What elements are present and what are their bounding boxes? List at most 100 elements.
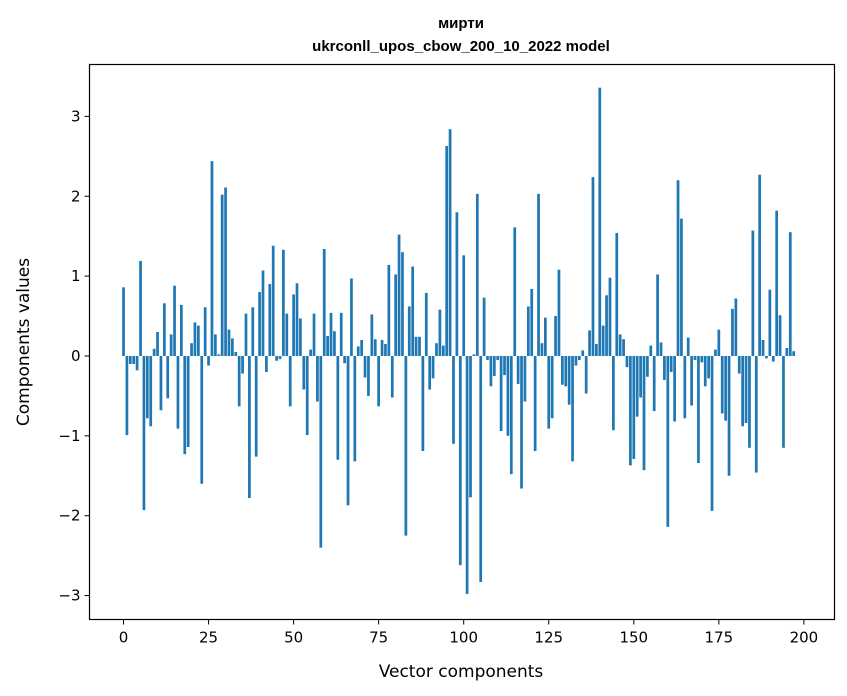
bar-component-139	[595, 344, 598, 356]
y-tick-label: 1	[71, 267, 81, 285]
bar-component-104	[475, 193, 479, 356]
bar-component-76	[380, 340, 384, 356]
y-tick-label: −3	[58, 587, 80, 605]
bar-component-162	[673, 355, 676, 422]
chart-title-line2: ukrconll_upos_cbow_200_10_2022 model	[312, 38, 610, 55]
bar-component-185	[751, 230, 755, 356]
bar-component-138	[591, 177, 595, 356]
bar-component-83	[404, 355, 408, 536]
bar-component-18	[183, 355, 187, 455]
bar-component-145	[615, 233, 619, 356]
bar-component-117	[520, 355, 523, 489]
bar-component-88	[421, 355, 425, 451]
x-tick-label: 200	[790, 629, 819, 647]
bar-component-38	[251, 307, 255, 356]
bar-component-46	[278, 355, 282, 360]
bar-component-135	[581, 350, 585, 356]
bar-component-195	[785, 347, 789, 356]
bar-component-55	[309, 349, 312, 356]
bar-component-194	[782, 355, 785, 448]
bar-component-103	[472, 354, 476, 356]
bar-component-96	[448, 129, 452, 356]
bar-component-189	[765, 355, 768, 359]
bar-component-87	[418, 336, 421, 356]
bar-component-116	[516, 355, 520, 384]
bar-component-45	[275, 355, 278, 361]
bar-component-159	[663, 355, 666, 380]
bar-component-120	[530, 288, 534, 356]
bar-component-146	[618, 334, 622, 356]
bar-component-157	[656, 274, 659, 356]
bar-component-151	[635, 355, 639, 417]
bar-component-52	[299, 318, 302, 356]
bar-component-72	[367, 355, 370, 396]
bar-component-176	[720, 355, 724, 414]
bar-component-134	[578, 355, 581, 360]
bar-component-91	[431, 355, 435, 379]
bar-component-173	[710, 355, 714, 511]
bar-component-180	[734, 298, 738, 356]
bar-component-171	[703, 355, 707, 387]
bar-component-132	[571, 355, 574, 462]
bar-component-7	[145, 355, 149, 419]
bar-component-11	[159, 355, 163, 411]
bar-component-33	[234, 351, 238, 356]
bar-component-187	[758, 174, 762, 356]
bar-component-158	[659, 342, 663, 356]
bar-component-179	[731, 308, 734, 356]
bar-component-68	[353, 355, 357, 462]
bar-component-128	[557, 269, 561, 356]
bar-component-125	[547, 355, 551, 429]
bar-component-61	[329, 312, 333, 356]
bar-component-92	[435, 343, 438, 356]
bar-component-90	[428, 355, 432, 390]
bar-component-147	[622, 339, 625, 356]
bar-component-174	[714, 349, 717, 356]
bar-component-170	[700, 355, 704, 363]
bar-component-129	[560, 355, 564, 385]
bar-component-25	[207, 355, 210, 366]
bar-component-196	[788, 232, 792, 356]
bar-component-184	[748, 355, 751, 448]
bar-component-42	[265, 355, 268, 372]
bar-component-118	[523, 355, 527, 402]
bar-component-100	[462, 255, 466, 356]
bar-component-106	[482, 297, 486, 356]
bar-component-167	[690, 355, 693, 406]
bar-component-57	[316, 355, 319, 402]
bar-component-107	[486, 355, 489, 360]
bar-component-126	[550, 355, 554, 419]
bar-component-73	[370, 314, 374, 356]
bar-component-40	[258, 292, 261, 356]
x-tick-label: 175	[705, 629, 734, 647]
bar-component-105	[479, 355, 483, 582]
bar-component-49	[288, 355, 292, 407]
bar-component-99	[458, 355, 462, 566]
bar-component-181	[737, 355, 741, 374]
bar-component-2	[128, 355, 132, 364]
bar-component-137	[588, 330, 591, 356]
bar-component-164	[680, 218, 683, 356]
bar-component-43	[268, 284, 272, 356]
bar-component-102	[469, 355, 472, 498]
bar-component-78	[387, 264, 391, 356]
bar-component-86	[414, 336, 418, 356]
bar-component-191	[771, 355, 775, 362]
bar-component-182	[741, 355, 745, 427]
bar-component-123	[540, 343, 544, 356]
bar-component-58	[319, 355, 323, 548]
x-tick-label: 25	[199, 629, 218, 647]
bar-component-172	[707, 355, 710, 379]
bar-component-70	[360, 340, 364, 356]
bar-component-32	[231, 338, 234, 356]
bar-component-22	[197, 325, 200, 356]
bar-component-165	[683, 355, 687, 419]
bar-component-130	[564, 355, 568, 387]
bar-component-17	[179, 304, 183, 356]
bar-component-186	[754, 355, 758, 473]
bar-component-6	[142, 355, 146, 511]
bar-component-93	[438, 309, 442, 356]
bar-component-63	[336, 355, 340, 460]
bar-component-34	[237, 355, 241, 407]
